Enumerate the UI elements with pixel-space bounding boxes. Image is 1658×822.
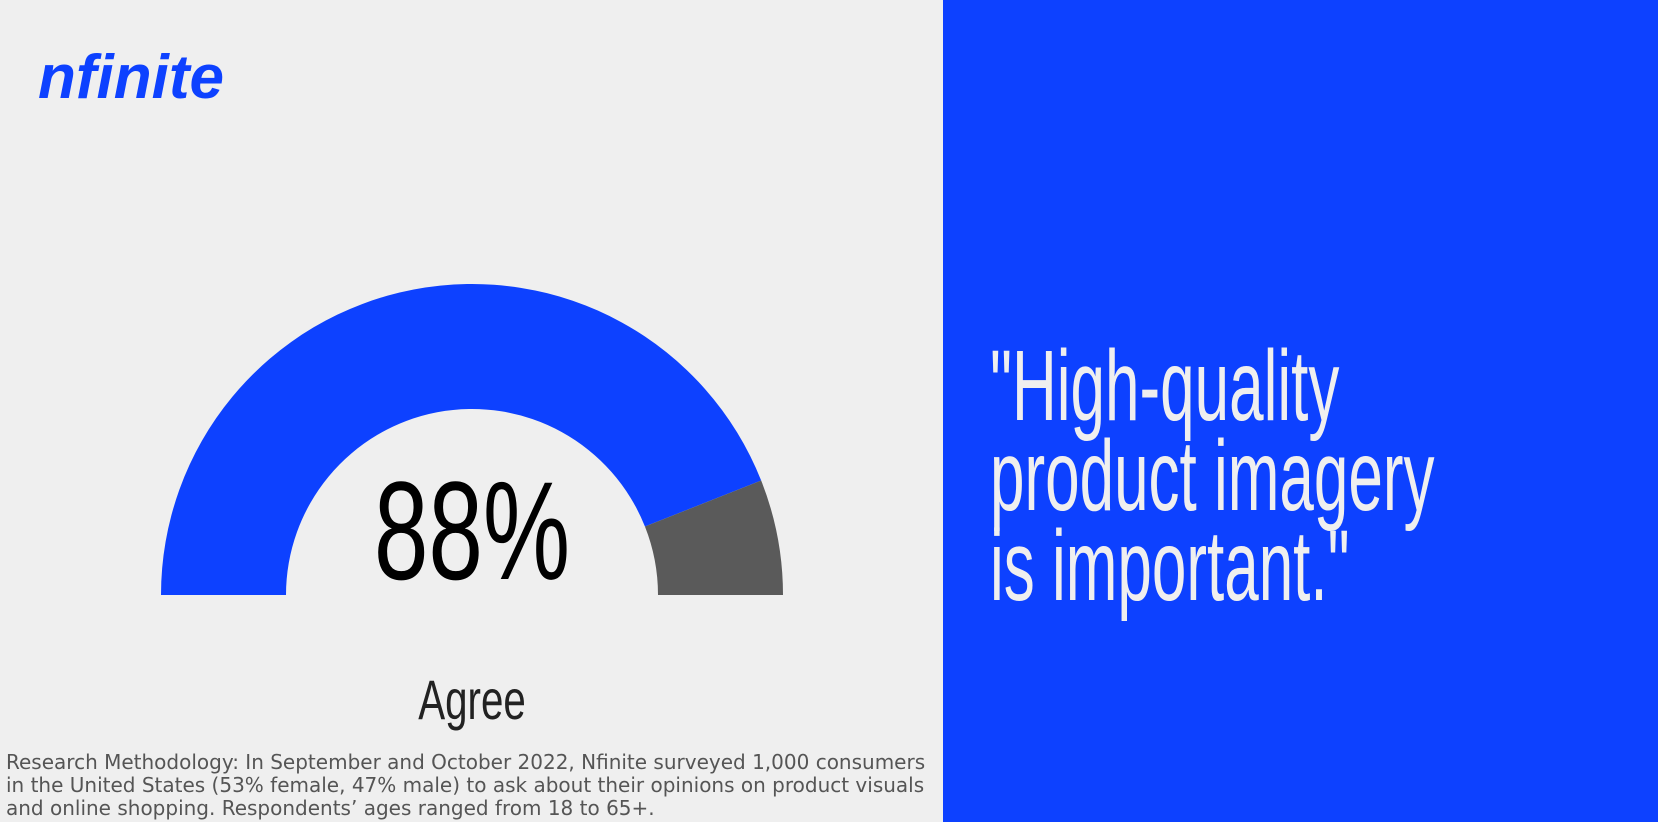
value-label: 88% <box>374 453 570 609</box>
gauge-segment <box>644 480 783 595</box>
quote-line: "High-quality <box>990 330 1340 442</box>
category-label: Agree <box>418 670 526 732</box>
footnote: Research Methodology: In September and O… <box>6 750 926 820</box>
quote-panel <box>943 0 1658 822</box>
quote-line: product imagery <box>990 420 1435 532</box>
category-group: Agree <box>418 670 526 732</box>
gauge-segment <box>161 283 762 595</box>
logo: nfinite <box>38 43 224 112</box>
quote-line: is important." <box>990 510 1350 622</box>
value-group: 88% <box>374 453 570 609</box>
